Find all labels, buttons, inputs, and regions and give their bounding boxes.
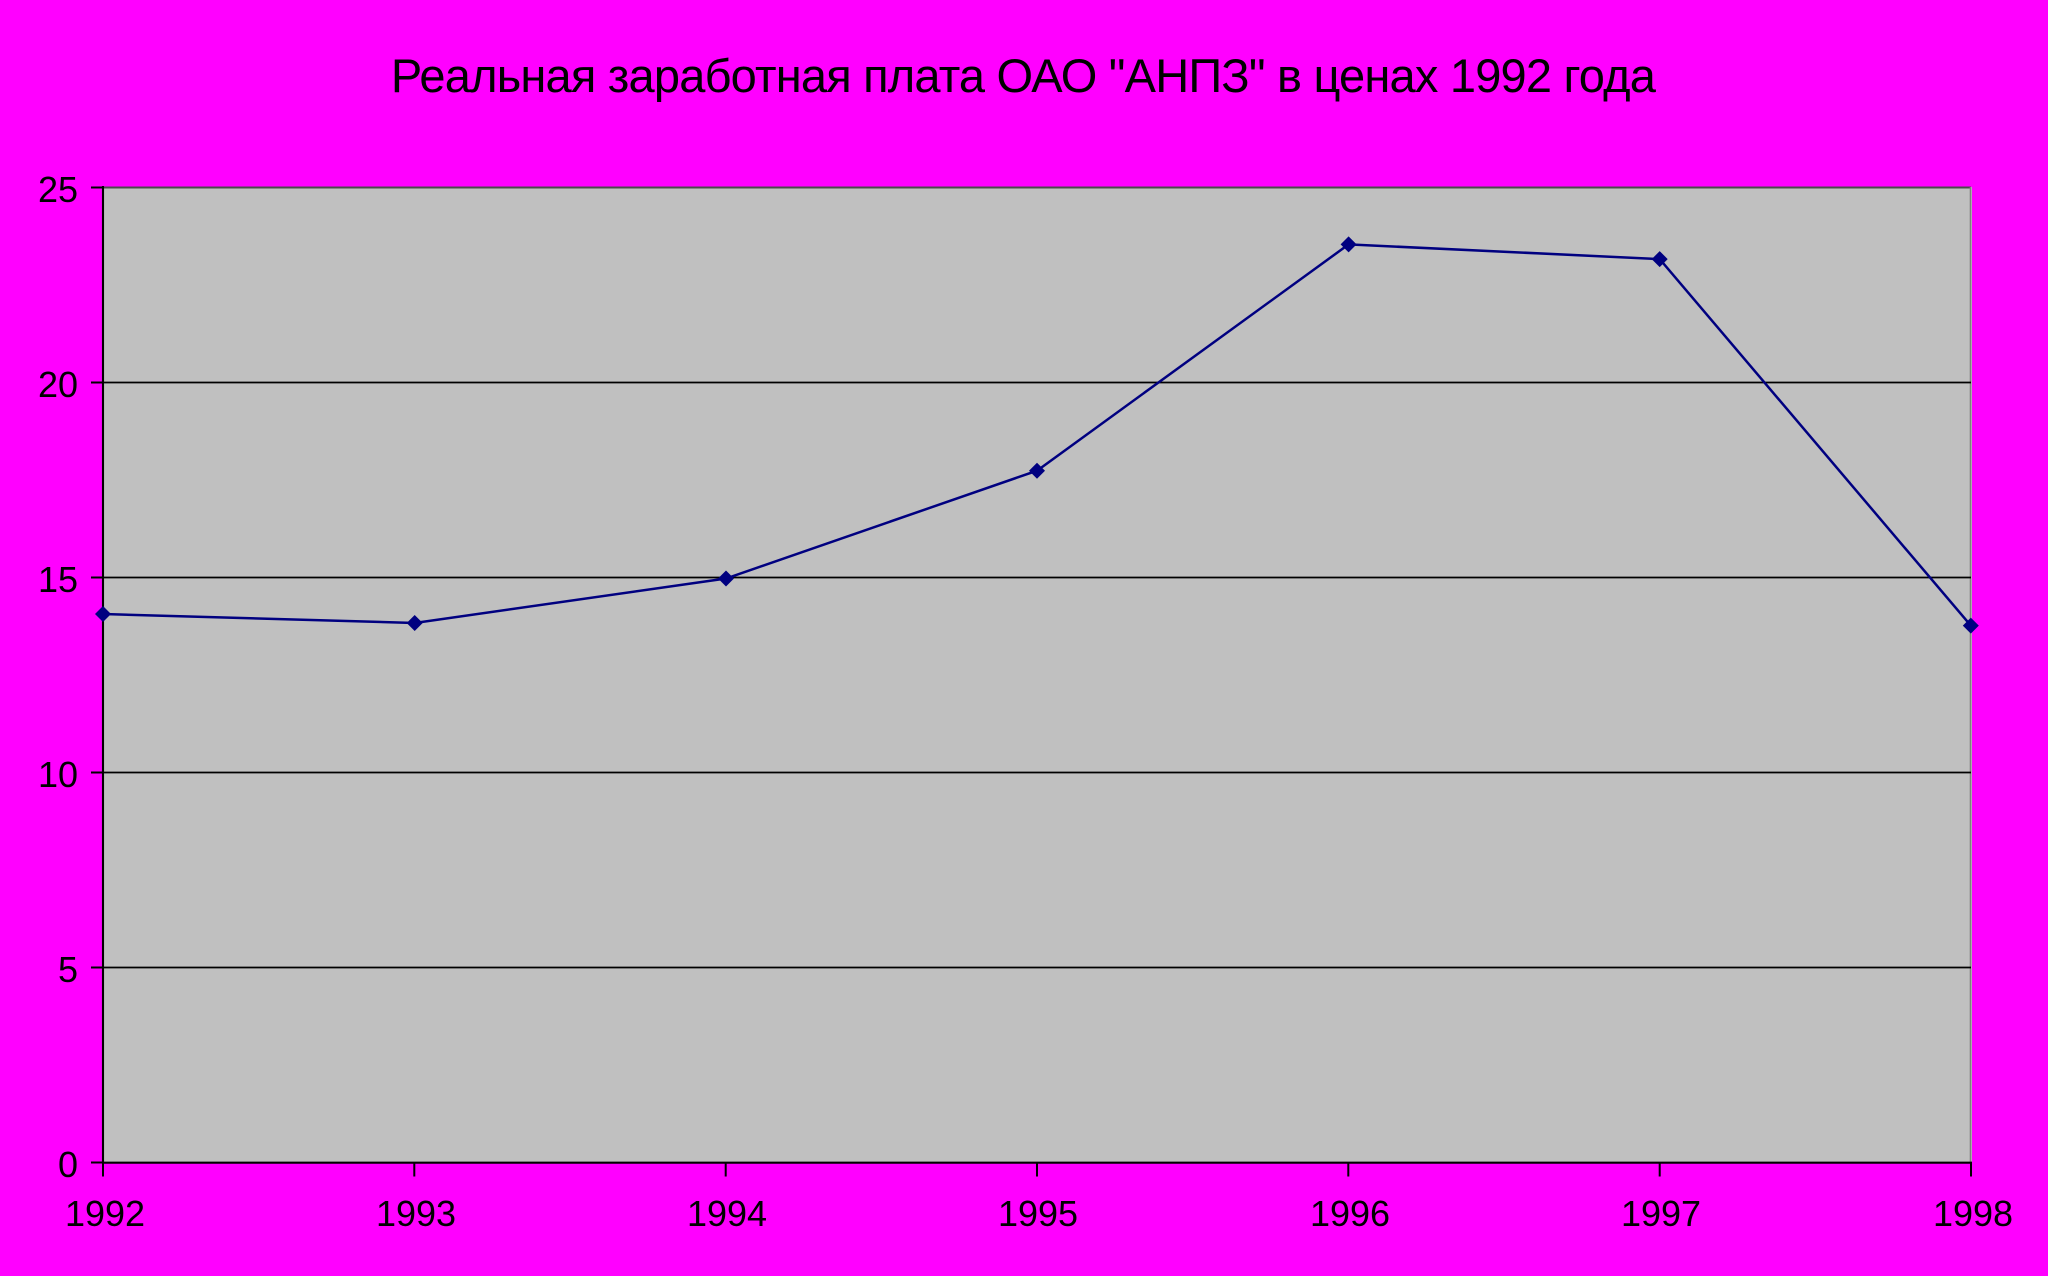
svg-text:1996: 1996 — [1310, 1193, 1390, 1234]
svg-text:5: 5 — [58, 949, 78, 990]
svg-text:Реальная заработная плата ОАО: Реальная заработная плата ОАО "АНПЗ" в ц… — [391, 49, 1657, 102]
svg-text:1993: 1993 — [376, 1193, 456, 1234]
svg-text:1992: 1992 — [65, 1193, 145, 1234]
svg-text:15: 15 — [38, 559, 78, 600]
svg-text:0: 0 — [58, 1144, 78, 1185]
svg-text:1997: 1997 — [1621, 1193, 1701, 1234]
svg-text:1995: 1995 — [998, 1193, 1078, 1234]
svg-text:20: 20 — [38, 364, 78, 405]
svg-text:1998: 1998 — [1933, 1193, 2013, 1234]
svg-text:25: 25 — [38, 169, 78, 210]
svg-text:10: 10 — [38, 754, 78, 795]
svg-text:1994: 1994 — [687, 1193, 767, 1234]
